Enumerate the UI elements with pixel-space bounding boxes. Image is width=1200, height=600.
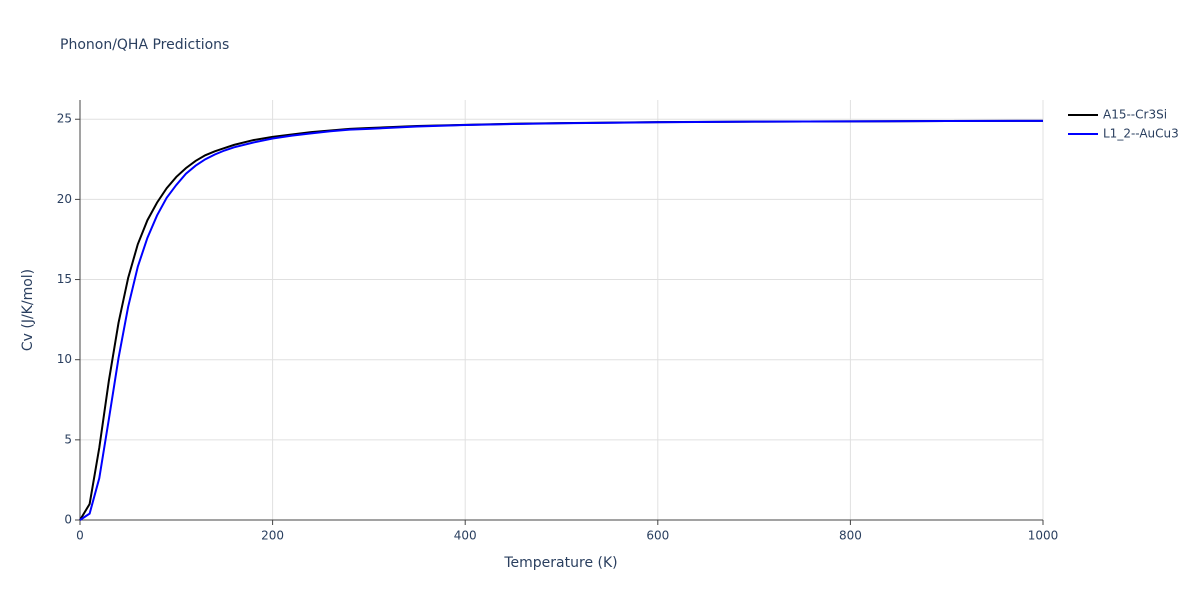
x-tick-label: 1000 — [1028, 529, 1059, 543]
chart-title: Phonon/QHA Predictions — [60, 37, 229, 53]
x-tick-label: 800 — [839, 529, 862, 543]
legend-label: A15--Cr3Si — [1103, 108, 1167, 122]
line-series — [79, 119, 1044, 521]
y-axis-title: Cv (J/K/mol) — [20, 269, 36, 351]
x-axis-title: Temperature (K) — [503, 555, 617, 571]
x-tick-label: 200 — [261, 529, 284, 543]
y-tick-label: 20 — [57, 192, 72, 206]
y-tick-label: 5 — [64, 432, 72, 446]
x-tick-label: 400 — [454, 529, 477, 543]
y-tick-label: 10 — [57, 352, 72, 366]
y-tick-label: 0 — [64, 513, 72, 527]
y-tick-label: 25 — [57, 112, 72, 126]
x-tick-label: 0 — [76, 529, 84, 543]
x-tick-label: 600 — [646, 529, 669, 543]
y-tick-label: 15 — [57, 272, 72, 286]
legend-label: L1_2--AuCu3 — [1103, 127, 1179, 141]
line-series — [79, 119, 1044, 521]
